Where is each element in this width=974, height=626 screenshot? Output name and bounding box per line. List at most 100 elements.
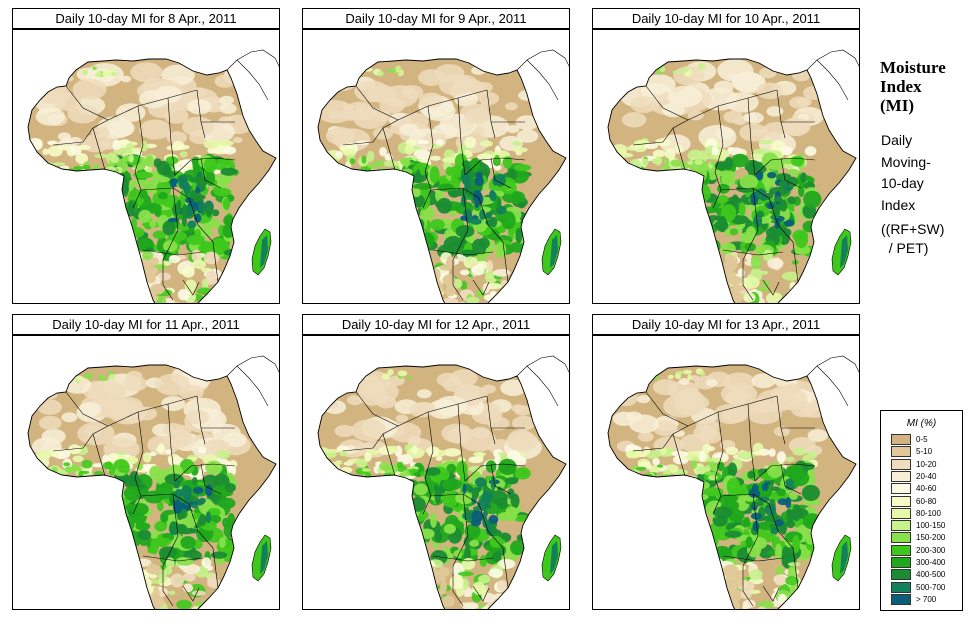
country-border: [162, 566, 174, 607]
country-border: [502, 241, 509, 283]
country-border: [792, 241, 799, 283]
index-description-line: Moving-: [881, 153, 931, 170]
arabian-coastline: [516, 49, 569, 101]
country-border: [754, 157, 816, 176]
arabian-coastline: [806, 49, 859, 101]
country-border: [768, 197, 794, 243]
coastline: [607, 364, 857, 609]
africa-map: [12, 29, 280, 304]
country-border: [792, 547, 799, 589]
map-panel: Daily 10-day MI for 9 Apr., 2011: [302, 8, 570, 304]
country-border: [52, 425, 109, 452]
country-border: [182, 585, 200, 602]
country-border: [107, 395, 198, 427]
country-border: [490, 157, 512, 189]
moisture-field: [28, 365, 251, 609]
coastline: [317, 58, 567, 303]
country-border: [167, 97, 176, 176]
country-border: [134, 105, 144, 173]
coastline: [27, 364, 277, 609]
country-border: [645, 85, 689, 121]
country-border: [478, 503, 504, 549]
index-title-line: Moisture: [880, 58, 946, 77]
country-border: [200, 157, 222, 189]
country-border: [65, 85, 109, 121]
index-title-line: (MI): [880, 96, 914, 115]
country-border: [355, 391, 399, 427]
madagascar-wet-core: [550, 541, 558, 574]
country-border: [478, 197, 504, 243]
country-border: [672, 433, 686, 477]
arabian-coastline: [226, 355, 279, 407]
country-border: [162, 187, 179, 261]
africa-map: [592, 335, 860, 610]
country-border: [174, 157, 236, 176]
legend-label: 0-5: [916, 435, 928, 444]
country-border: [762, 279, 780, 296]
madagascar-wet-core: [840, 541, 848, 574]
country-border: [714, 105, 724, 173]
index-title-line: Index: [880, 77, 922, 96]
country-border: [397, 395, 488, 427]
index-description-line: Daily: [881, 132, 913, 148]
country-border: [212, 241, 219, 283]
legend-swatch: [891, 470, 911, 482]
country-border: [397, 89, 488, 121]
legend-label: > 700: [916, 594, 937, 604]
country-border: [747, 403, 756, 482]
country-border: [754, 463, 816, 482]
legend-label: 500-700: [916, 582, 946, 592]
legend-label: 150-200: [916, 533, 946, 543]
country-border: [342, 119, 399, 146]
country-border: [342, 425, 399, 452]
legend-label: 400-500: [916, 570, 946, 580]
country-border: [742, 493, 759, 567]
country-border: [742, 566, 754, 607]
legend-swatch: [891, 458, 911, 470]
africa-map: [302, 335, 570, 610]
moisture-field: [28, 62, 254, 303]
country-border: [742, 260, 754, 301]
legend-swatch: [891, 557, 911, 568]
country-border: [672, 127, 686, 171]
country-border: [167, 403, 176, 482]
country-border: [502, 547, 509, 589]
moisture-map: [317, 49, 569, 303]
country-border: [162, 260, 174, 301]
country-border: [162, 493, 179, 567]
country-border: [382, 127, 396, 171]
country-border: [174, 463, 236, 482]
legend-label: 10-20: [916, 459, 937, 469]
country-border: [768, 503, 794, 549]
map-panel: Daily 10-day MI for 10 Apr., 2011: [592, 8, 860, 304]
country-border: [107, 89, 198, 121]
legend-title: MI (%): [906, 418, 937, 429]
legend-label: 60-80: [916, 496, 937, 506]
country-border: [762, 585, 780, 602]
country-border: [452, 493, 469, 567]
country-border: [714, 411, 724, 479]
africa-map: [12, 335, 280, 610]
index-description-line: Index: [881, 196, 916, 213]
legend-swatch: [891, 532, 911, 544]
country-border: [188, 503, 214, 549]
country-border: [687, 89, 778, 121]
moisture-map: [317, 355, 569, 609]
map-panel: Daily 10-day MI for 11 Apr., 2011: [12, 314, 280, 610]
arabian-coastline: [806, 355, 859, 407]
legend-swatch: [891, 544, 911, 556]
legend-swatch: [891, 569, 911, 581]
panel-title: Daily 10-day MI for 10 Apr., 2011: [592, 8, 860, 29]
coastline: [317, 364, 567, 609]
arabian-coastline: [226, 49, 279, 101]
legend-swatch: [891, 483, 911, 495]
country-border: [182, 279, 200, 296]
legend-label: 20-40: [916, 471, 937, 481]
moisture-map: [607, 49, 859, 303]
moisture-map: [27, 49, 279, 303]
country-border: [382, 433, 396, 477]
arabian-coastline: [516, 355, 569, 407]
panel-title: Daily 10-day MI for 9 Apr., 2011: [302, 8, 570, 29]
country-border: [52, 119, 109, 146]
index-formula-line: / PET): [881, 240, 929, 256]
